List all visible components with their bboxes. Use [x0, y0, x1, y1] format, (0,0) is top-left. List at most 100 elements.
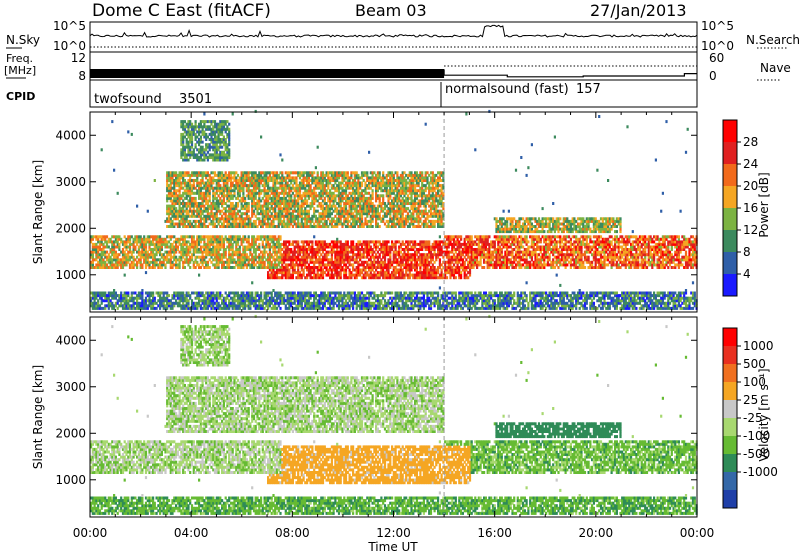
power-cell	[348, 304, 351, 308]
power-cell	[121, 260, 125, 264]
power-cell	[98, 260, 102, 264]
power-cell	[98, 253, 102, 257]
power-cell	[118, 248, 121, 251]
power-cell	[228, 148, 231, 152]
power-cell	[205, 186, 208, 190]
power-cell	[323, 225, 326, 228]
power-cell	[231, 242, 234, 246]
power-cell	[256, 186, 259, 190]
power-cell	[233, 212, 236, 216]
power-cell	[173, 294, 176, 298]
power-cell	[341, 171, 344, 175]
power-cell	[208, 207, 211, 211]
power-cell	[213, 132, 217, 136]
power-cell	[251, 301, 254, 305]
power-cell	[334, 291, 337, 295]
power-cell	[183, 204, 186, 208]
power-cell	[215, 240, 218, 244]
power-cell	[206, 237, 209, 241]
power-cell	[169, 304, 172, 308]
power-cell	[166, 240, 169, 244]
power-cell	[329, 194, 332, 198]
power-cell	[167, 212, 171, 216]
power-cell	[176, 194, 179, 198]
power-cell	[346, 258, 349, 262]
power-cell	[134, 240, 137, 244]
power-cell	[247, 235, 250, 239]
power-cell	[173, 202, 176, 205]
power-cell	[357, 179, 360, 182]
power-cell	[235, 260, 238, 264]
power-cell	[366, 176, 369, 180]
power-cell	[215, 248, 218, 251]
power-cell	[369, 291, 372, 295]
power-cell	[284, 176, 287, 180]
power-cell	[213, 173, 217, 177]
power-cell	[235, 222, 238, 226]
power-cell	[295, 204, 298, 208]
power-cell	[346, 242, 349, 246]
power-cell	[120, 266, 123, 269]
power-cell	[166, 260, 169, 264]
power-cell	[173, 217, 176, 221]
power-cell	[270, 294, 273, 298]
power-cell	[270, 271, 273, 275]
power-cell	[291, 176, 294, 180]
power-cell	[212, 191, 215, 195]
power-cell	[141, 248, 144, 251]
power-cell	[182, 242, 185, 246]
power-cell	[325, 273, 328, 277]
power-cell	[321, 204, 325, 208]
power-cell	[208, 245, 211, 249]
power-cell	[332, 245, 335, 249]
power-cell	[134, 237, 137, 241]
power-cell	[321, 212, 325, 216]
power-cell	[192, 148, 195, 152]
power-cell	[235, 186, 238, 190]
power-cell	[314, 194, 317, 198]
power-cell	[341, 255, 344, 259]
power-cell	[212, 245, 215, 249]
power-cell	[304, 306, 307, 310]
power-cell	[123, 263, 126, 267]
power-cell	[261, 176, 264, 180]
power-cell	[219, 296, 222, 300]
power-cell	[360, 260, 364, 264]
power-cell	[159, 304, 162, 308]
power-cell	[233, 186, 236, 190]
power-cell	[297, 245, 300, 249]
power-cell	[114, 235, 117, 239]
power-cell	[316, 181, 319, 185]
power-cell	[139, 237, 142, 241]
power-cell	[295, 186, 298, 190]
power-cell	[183, 156, 186, 159]
power-cell	[132, 291, 135, 295]
power-cell	[286, 181, 289, 185]
power-cell	[175, 291, 178, 295]
power-cell	[302, 253, 305, 257]
power-cell	[236, 258, 240, 262]
power-cell	[270, 291, 273, 295]
power-cell	[222, 122, 225, 126]
power-cell	[318, 258, 321, 262]
power-cell	[275, 214, 279, 218]
power-cell	[318, 179, 321, 182]
power-cell	[286, 194, 289, 198]
power-cell	[321, 214, 325, 218]
power-cell	[236, 291, 240, 295]
power-cell	[233, 250, 236, 254]
power-cell	[198, 299, 201, 303]
power-cell	[341, 266, 344, 269]
power-cell	[267, 258, 270, 262]
power-cell	[337, 184, 341, 188]
power-cell	[221, 217, 224, 221]
power-cell	[304, 294, 307, 298]
power-cell	[314, 301, 317, 305]
power-cell	[169, 250, 172, 254]
power-cell	[192, 219, 195, 223]
power-cell	[348, 186, 351, 190]
power-cell	[307, 271, 310, 275]
power-cell	[141, 250, 144, 254]
power-cell	[219, 260, 222, 264]
power-cell	[222, 120, 225, 124]
